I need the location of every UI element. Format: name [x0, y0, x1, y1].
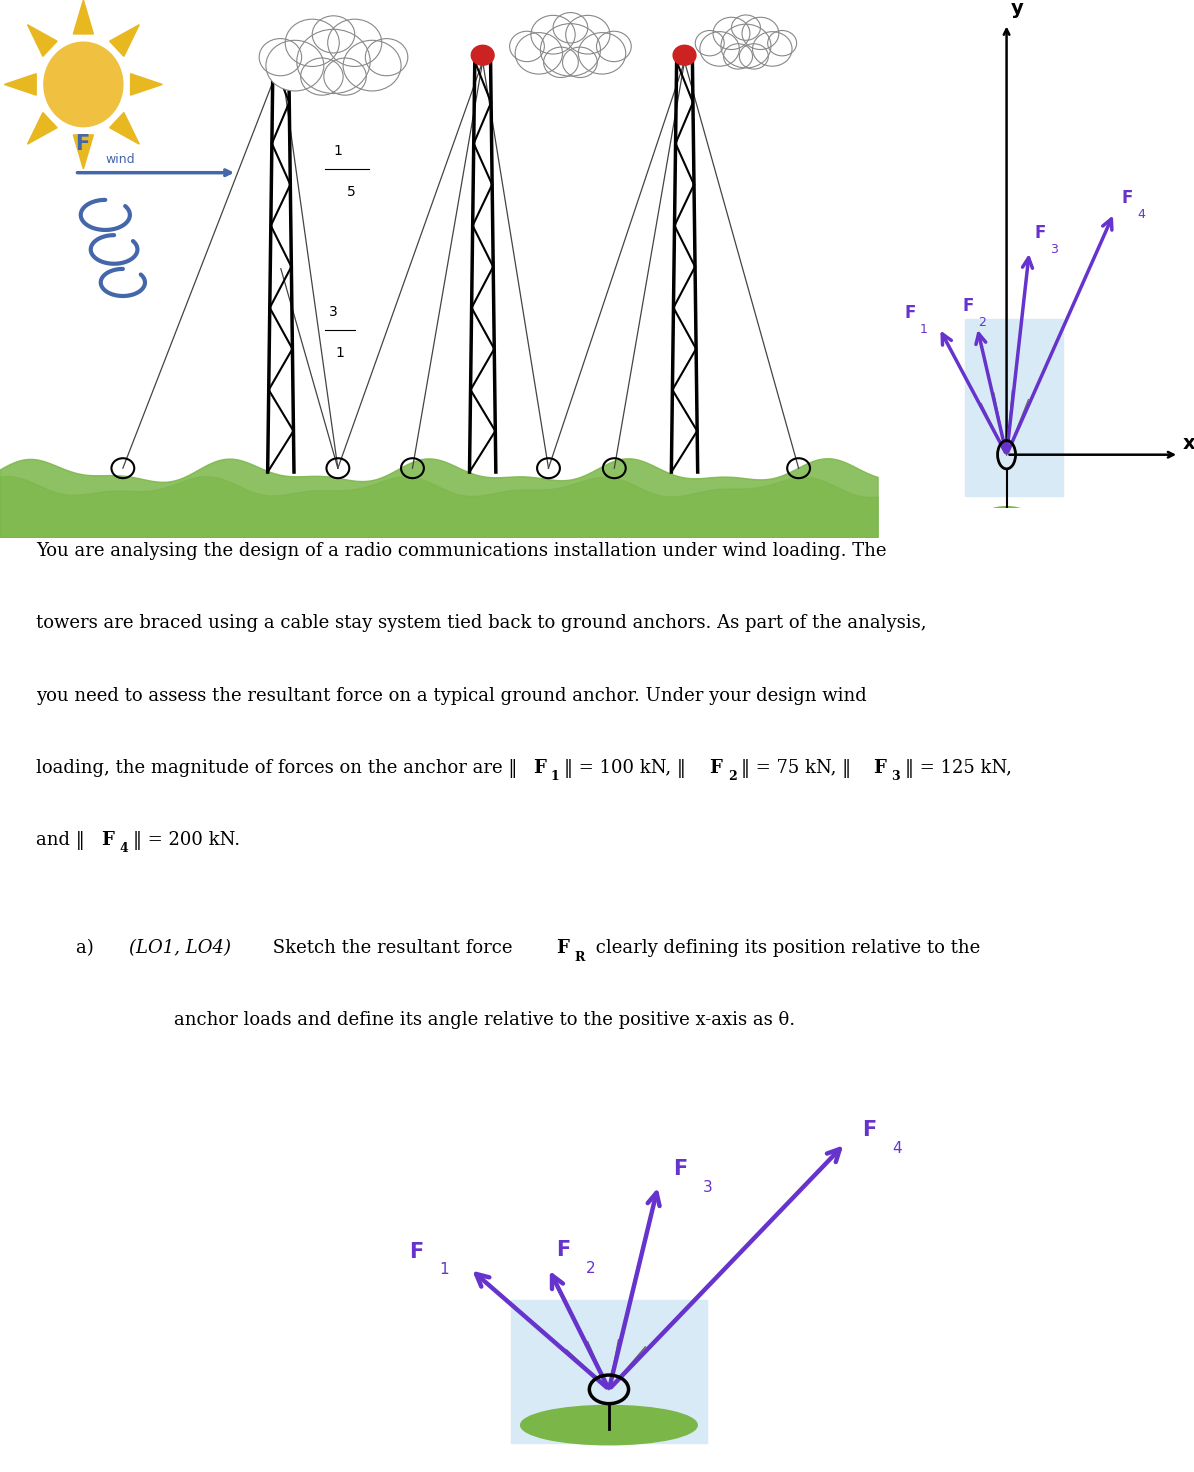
Text: loading, the magnitude of forces on the anchor are ‖: loading, the magnitude of forces on the …: [36, 758, 517, 777]
Circle shape: [721, 24, 771, 68]
Text: $\mathbf{F}$: $\mathbf{F}$: [74, 134, 90, 153]
Circle shape: [553, 13, 587, 43]
Polygon shape: [73, 0, 93, 34]
Polygon shape: [5, 74, 36, 96]
Circle shape: [541, 24, 601, 77]
Text: 4: 4: [1137, 208, 1145, 221]
Circle shape: [713, 18, 750, 50]
Circle shape: [324, 57, 367, 96]
Text: R: R: [574, 951, 585, 964]
Circle shape: [700, 32, 739, 66]
Polygon shape: [27, 25, 57, 56]
Text: 2: 2: [586, 1260, 596, 1276]
Circle shape: [301, 57, 343, 96]
Text: F: F: [862, 1120, 876, 1139]
Circle shape: [266, 40, 324, 91]
Text: (LO1, LO4): (LO1, LO4): [129, 939, 230, 957]
Circle shape: [510, 31, 544, 62]
Text: Sketch the resultant force: Sketch the resultant force: [267, 939, 518, 957]
Text: ‖ = 125 kN,: ‖ = 125 kN,: [905, 758, 1011, 777]
Text: 4: 4: [892, 1141, 901, 1156]
Text: F: F: [556, 1239, 571, 1260]
Ellipse shape: [44, 43, 123, 127]
Circle shape: [365, 38, 408, 75]
Circle shape: [531, 15, 576, 54]
Ellipse shape: [521, 1406, 697, 1446]
Text: 1: 1: [921, 324, 928, 336]
Text: and ‖: and ‖: [36, 830, 85, 849]
Ellipse shape: [980, 506, 1033, 533]
Text: ‖ = 75 kN, ‖: ‖ = 75 kN, ‖: [741, 758, 851, 777]
Text: F: F: [1122, 188, 1133, 208]
Text: 3: 3: [891, 770, 900, 783]
Text: F: F: [410, 1242, 424, 1262]
Text: F: F: [672, 1160, 687, 1179]
Circle shape: [566, 15, 610, 54]
Circle shape: [270, 46, 293, 65]
Text: 3: 3: [702, 1181, 713, 1195]
Circle shape: [327, 19, 382, 66]
Text: F: F: [709, 758, 722, 777]
Circle shape: [673, 46, 696, 65]
Circle shape: [732, 15, 761, 40]
Text: F: F: [556, 939, 570, 957]
Circle shape: [297, 29, 370, 94]
Polygon shape: [110, 112, 140, 144]
Polygon shape: [130, 74, 162, 96]
Text: anchor loads and define its angle relative to the positive x-axis as θ.: anchor loads and define its angle relati…: [174, 1011, 795, 1029]
Text: wind: wind: [105, 153, 135, 166]
Bar: [965, 319, 1063, 496]
Circle shape: [752, 32, 792, 66]
Text: 1: 1: [336, 346, 344, 361]
Text: 1: 1: [550, 770, 560, 783]
Text: 2: 2: [978, 316, 985, 330]
Text: x: x: [1183, 434, 1194, 453]
Text: clearly defining its position relative to the: clearly defining its position relative t…: [591, 939, 980, 957]
Text: 3: 3: [330, 305, 338, 319]
Text: ‖ = 200 kN.: ‖ = 200 kN.: [134, 830, 240, 849]
Circle shape: [695, 31, 725, 56]
Circle shape: [768, 31, 796, 56]
Text: F: F: [533, 758, 546, 777]
Text: towers are braced using a cable stay system tied back to ground anchors. As part: towers are braced using a cable stay sys…: [36, 614, 927, 633]
Text: 1: 1: [333, 144, 343, 158]
Text: 2: 2: [728, 770, 737, 783]
Circle shape: [313, 16, 355, 53]
Circle shape: [543, 47, 578, 78]
Text: You are analysing the design of a radio communications installation under wind l: You are analysing the design of a radio …: [36, 542, 886, 561]
Circle shape: [515, 32, 562, 74]
Text: 5: 5: [346, 184, 356, 199]
Text: F: F: [962, 297, 974, 315]
Circle shape: [343, 40, 401, 91]
Circle shape: [741, 18, 778, 50]
Circle shape: [597, 31, 632, 62]
Text: 1: 1: [439, 1263, 449, 1278]
Text: F: F: [1035, 224, 1046, 241]
Circle shape: [259, 38, 302, 75]
Circle shape: [472, 46, 494, 65]
Polygon shape: [110, 25, 140, 56]
Circle shape: [724, 44, 752, 69]
Circle shape: [739, 44, 768, 69]
Text: 3: 3: [1051, 243, 1058, 256]
Text: F: F: [905, 305, 916, 322]
Circle shape: [578, 32, 626, 74]
Text: you need to assess the resultant force on a typical ground anchor. Under your de: you need to assess the resultant force o…: [36, 686, 867, 705]
Text: 4: 4: [119, 842, 129, 855]
Text: ‖ = 100 kN, ‖: ‖ = 100 kN, ‖: [565, 758, 687, 777]
Circle shape: [562, 47, 597, 78]
Text: F: F: [101, 830, 115, 849]
Text: F: F: [873, 758, 886, 777]
Circle shape: [285, 19, 339, 66]
Text: a): a): [75, 939, 105, 957]
Text: y: y: [1010, 0, 1023, 18]
Polygon shape: [73, 135, 93, 169]
Bar: [511, 1300, 707, 1443]
Polygon shape: [27, 112, 57, 144]
